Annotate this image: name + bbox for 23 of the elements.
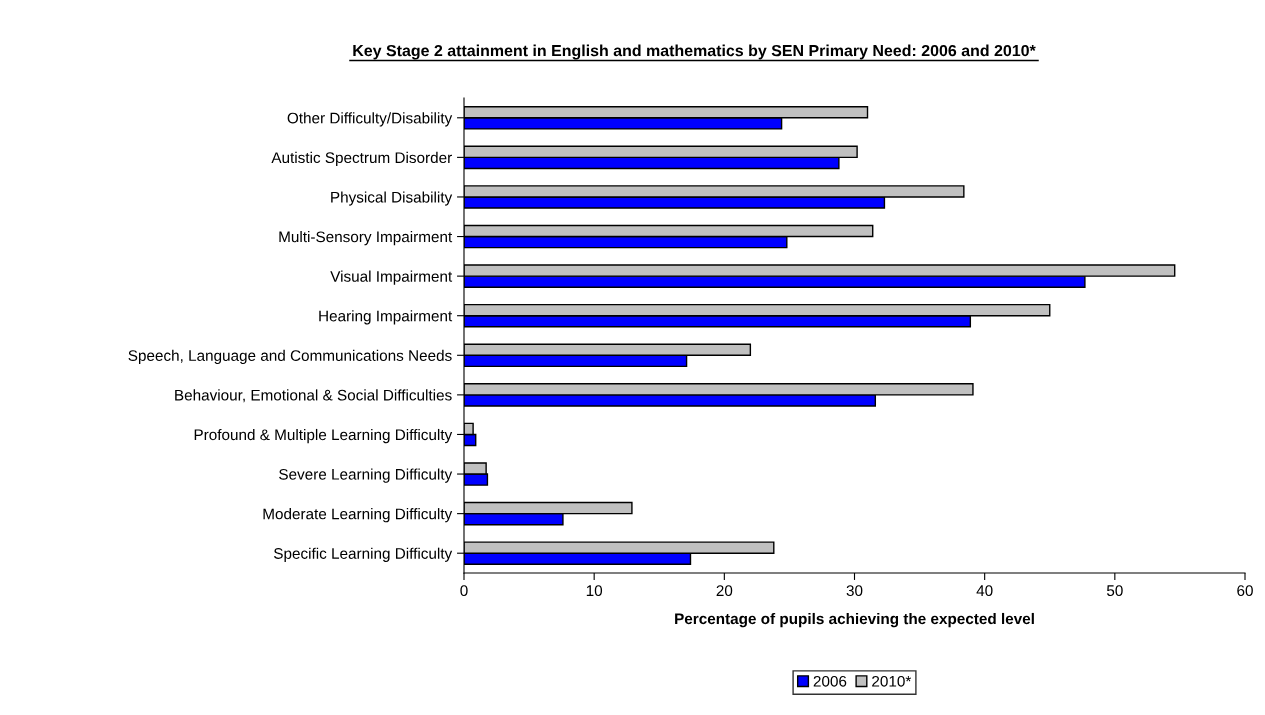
x-tick-label: 30 — [846, 585, 863, 597]
y-tick-label: Moderate Learning Difficulty — [263, 508, 453, 523]
y-tick-label: Specific Learning Difficulty — [273, 547, 453, 562]
y-tick-label: Behaviour, Emotional & Social Difficulties — [175, 389, 452, 403]
x-tick-label: 60 — [1237, 585, 1253, 597]
legend-label: 2010* — [872, 675, 912, 687]
y-tick-label: Visual Impairment — [330, 270, 453, 285]
x-tick-label: 40 — [976, 585, 993, 597]
y-tick-label: Autistic Spectrum Disorder — [271, 151, 452, 167]
y-tick-label: Profound & Multiple Learning Difficulty — [194, 428, 453, 444]
x-tick-label: 0 — [460, 585, 468, 597]
y-tick-label: Physical Disability — [331, 191, 453, 206]
chart-title: Key Stage 2 attainment in English and mathematics by SEN Primary Need: 2006 and 2010* — [353, 44, 1036, 60]
legend-label: 2006 — [813, 675, 847, 687]
x-tick-label: 20 — [716, 585, 733, 597]
y-tick-label: Hearing Impairment — [319, 310, 453, 325]
y-tick-label: Severe Learning Difficulty — [279, 468, 453, 483]
y-tick-label: Other Difficulty/Disability — [287, 112, 453, 127]
y-tick-label: Speech, Language and Communications Needs — [128, 349, 452, 364]
x-tick-label: 50 — [1106, 585, 1123, 597]
x-axis-title: Percentage of pupils achieving the expected level — [675, 612, 1034, 628]
x-tick-label: 10 — [586, 585, 603, 597]
y-tick-label: Multi-Sensory Impairment — [279, 231, 453, 246]
